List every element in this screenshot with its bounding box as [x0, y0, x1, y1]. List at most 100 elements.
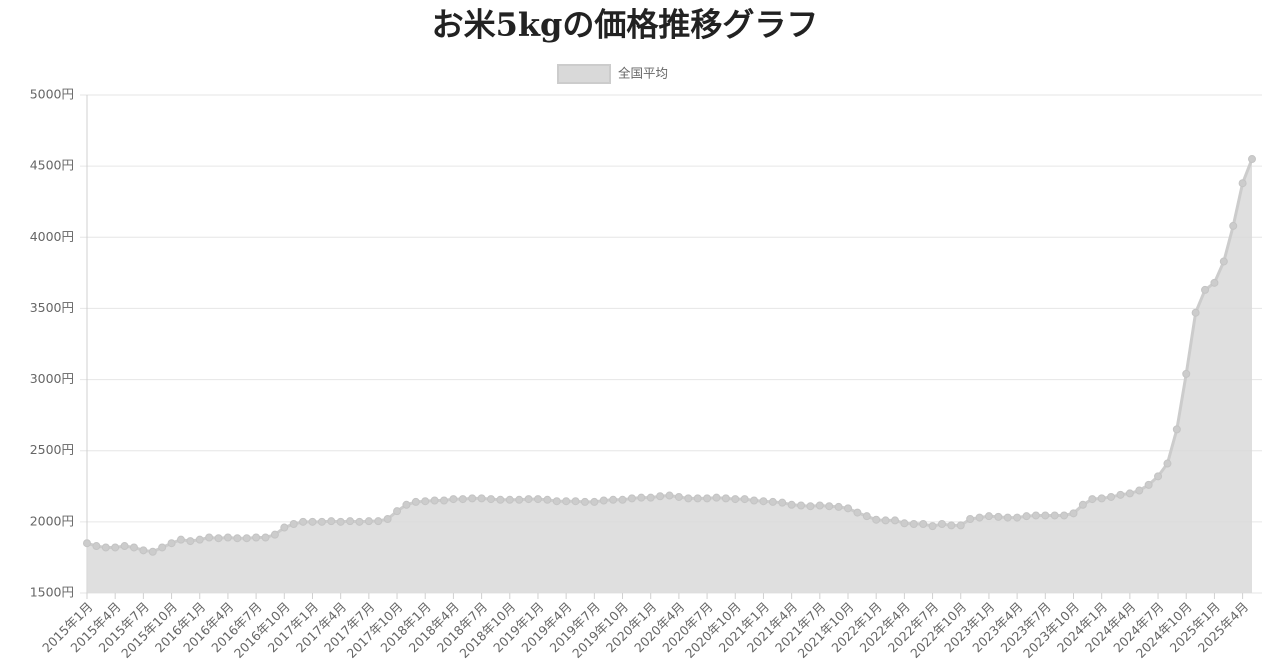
- y-tick-label: 2500円: [30, 442, 74, 457]
- point: [937, 519, 946, 528]
- point: [637, 493, 646, 502]
- y-tick-label: 3500円: [30, 300, 74, 315]
- point: [590, 497, 599, 506]
- point: [374, 517, 383, 526]
- point: [984, 512, 993, 521]
- point: [120, 542, 129, 551]
- point: [205, 533, 214, 542]
- point: [825, 502, 834, 511]
- point: [1135, 486, 1144, 495]
- point: [947, 521, 956, 530]
- point: [543, 495, 552, 504]
- point: [1041, 511, 1050, 520]
- point: [1116, 490, 1125, 499]
- point: [280, 523, 289, 532]
- point: [430, 496, 439, 505]
- point: [533, 495, 542, 504]
- point: [909, 519, 918, 528]
- point: [176, 535, 185, 544]
- point: [383, 515, 392, 524]
- point: [83, 539, 91, 548]
- point: [1031, 511, 1040, 520]
- point: [411, 497, 420, 506]
- point: [355, 517, 364, 526]
- legend-swatch: [557, 64, 611, 84]
- point: [327, 517, 336, 526]
- point: [646, 493, 655, 502]
- point: [111, 543, 120, 552]
- point: [1238, 179, 1247, 188]
- point: [158, 543, 167, 552]
- y-tick-label: 4000円: [30, 229, 74, 244]
- point: [486, 495, 495, 504]
- point: [1201, 285, 1210, 294]
- point: [665, 491, 674, 500]
- point: [346, 517, 355, 526]
- point: [505, 495, 514, 504]
- point: [703, 494, 712, 503]
- point: [270, 530, 279, 539]
- point: [1097, 494, 1106, 503]
- point: [1163, 459, 1172, 468]
- point: [627, 494, 636, 503]
- y-tick-label: 2000円: [30, 513, 74, 528]
- point: [684, 494, 693, 503]
- point: [872, 515, 881, 524]
- point: [195, 535, 204, 544]
- point: [167, 539, 176, 548]
- point: [139, 546, 148, 555]
- point: [402, 500, 411, 509]
- point: [768, 497, 777, 506]
- point: [129, 543, 138, 552]
- point: [1078, 500, 1087, 509]
- point: [778, 498, 787, 507]
- point: [834, 502, 843, 511]
- point: [440, 496, 449, 505]
- point: [1191, 308, 1200, 317]
- point: [881, 516, 890, 525]
- point: [1248, 155, 1256, 164]
- point: [223, 533, 232, 542]
- point: [1060, 511, 1069, 520]
- point: [693, 494, 702, 503]
- point: [101, 543, 110, 552]
- legend-label: 全国平均: [618, 66, 668, 81]
- point: [336, 517, 345, 526]
- point: [731, 495, 740, 504]
- point: [674, 492, 683, 501]
- point: [844, 504, 853, 513]
- point: [890, 516, 899, 525]
- point: [787, 500, 796, 509]
- point: [580, 497, 589, 506]
- point: [1229, 221, 1238, 230]
- point: [599, 496, 608, 505]
- y-tick-label: 3000円: [30, 371, 74, 386]
- point: [1125, 489, 1134, 498]
- point: [562, 497, 571, 506]
- point: [609, 495, 618, 504]
- point: [364, 517, 373, 526]
- point: [1182, 369, 1191, 378]
- point: [1172, 425, 1181, 434]
- point: [242, 534, 251, 543]
- point: [214, 534, 223, 543]
- point: [317, 517, 326, 526]
- point: [1144, 480, 1153, 489]
- point: [1088, 495, 1097, 504]
- point: [252, 533, 261, 542]
- point: [421, 497, 430, 506]
- point: [815, 501, 824, 510]
- point: [524, 495, 533, 504]
- point: [797, 501, 806, 510]
- point: [1107, 492, 1116, 501]
- point: [750, 496, 759, 505]
- point: [261, 533, 270, 542]
- point: [496, 495, 505, 504]
- point: [449, 495, 458, 504]
- point: [571, 497, 580, 506]
- point: [1154, 472, 1163, 481]
- point: [721, 494, 730, 503]
- point: [994, 512, 1003, 521]
- point: [1050, 511, 1059, 520]
